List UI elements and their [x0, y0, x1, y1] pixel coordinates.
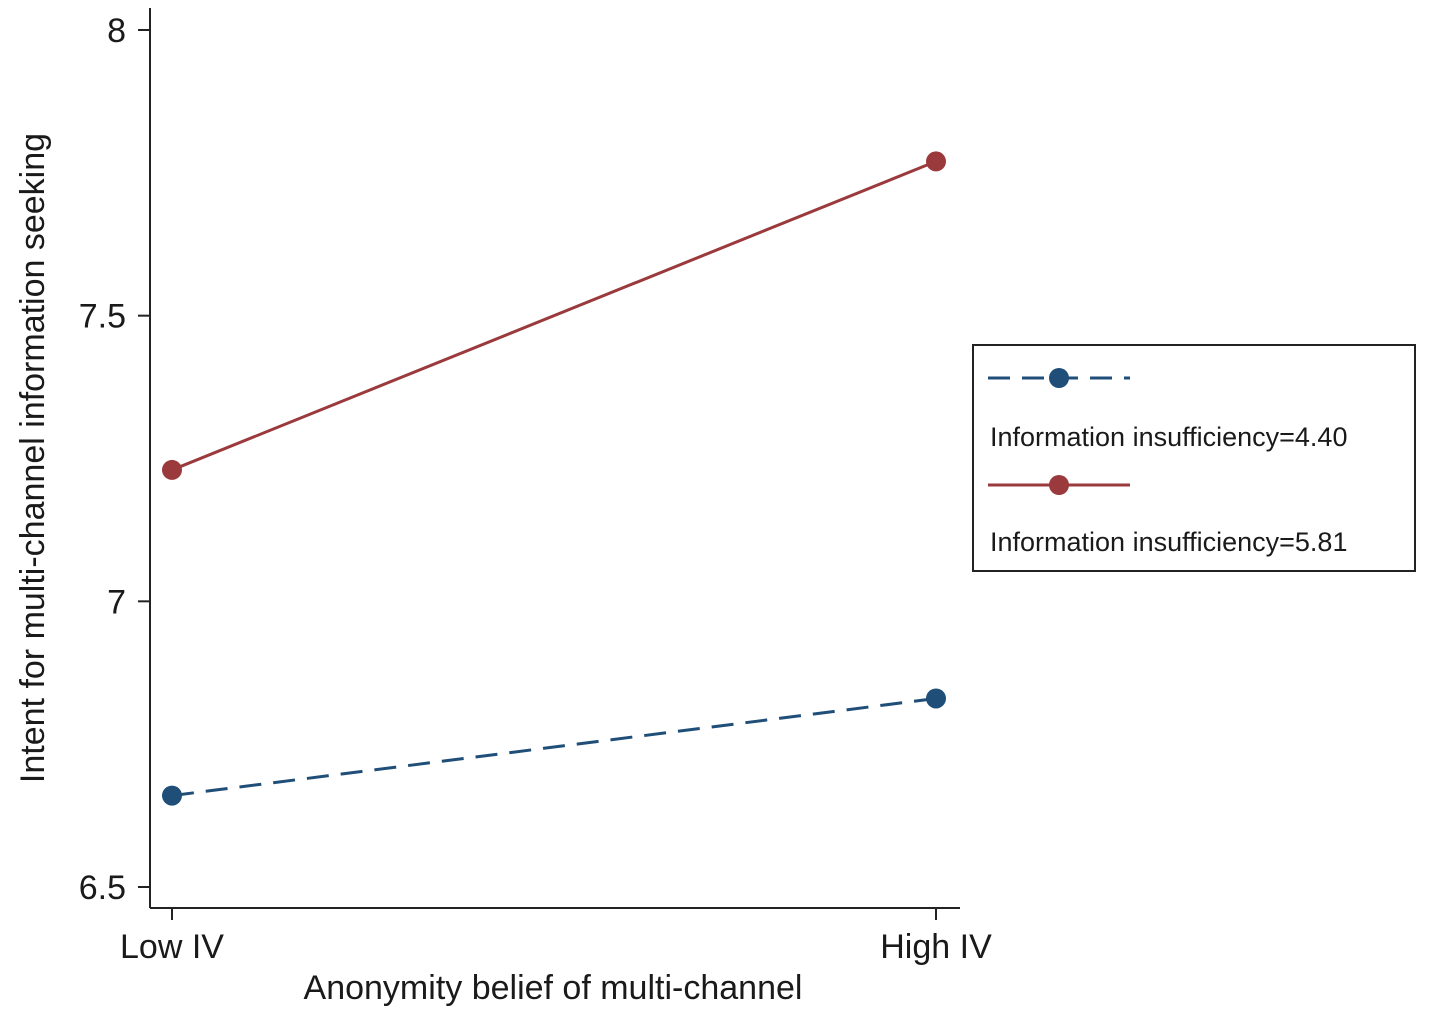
- y-tick-label: 6.5: [79, 869, 126, 907]
- y-ticks: 6.5 7 7.5 8: [79, 12, 150, 907]
- x-tick-label: Low IV: [120, 928, 224, 966]
- legend: Information insufficiency=4.40 Informati…: [972, 344, 1416, 572]
- legend-label-1: Information insufficiency=4.40: [990, 422, 1347, 452]
- y-tick-label: 7.5: [79, 298, 126, 336]
- legend-label-2: Information insufficiency=5.81: [990, 527, 1347, 557]
- legend-marker-2: [1049, 475, 1069, 495]
- y-tick-label: 7: [107, 583, 126, 621]
- series-2-point: [162, 459, 182, 480]
- series-1-point: [926, 688, 946, 709]
- series-line-1: [171, 696, 937, 798]
- y-axis-title: Intent for multi-channel information see…: [14, 133, 52, 783]
- y-tick-label: 8: [107, 12, 126, 50]
- series-2-point: [926, 151, 946, 172]
- x-tick-label: High IV: [880, 928, 992, 966]
- legend-marker-1: [1049, 368, 1069, 388]
- legend-box: [972, 344, 1416, 572]
- x-axis-title: Anonymity belief of multi-channel: [304, 969, 803, 1007]
- series-line-2: [171, 160, 937, 472]
- series-layer: [162, 151, 946, 806]
- axes: [149, 8, 960, 909]
- series-1-point: [162, 785, 182, 806]
- x-ticks: Low IV High IV: [120, 908, 992, 966]
